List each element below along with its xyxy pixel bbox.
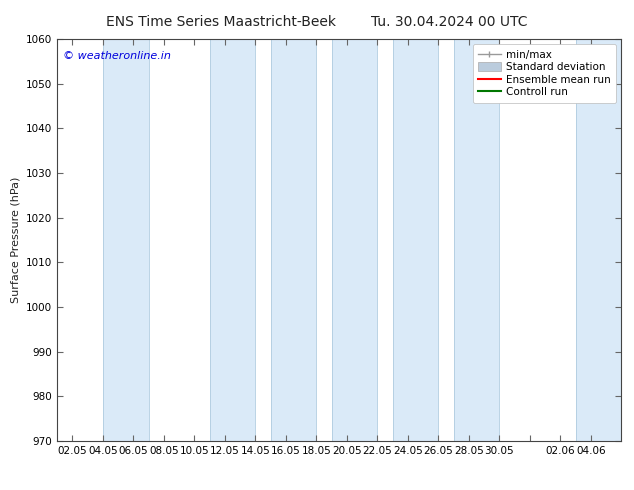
Bar: [576, 39, 621, 441]
Bar: [453, 39, 500, 441]
Text: ENS Time Series Maastricht-Beek        Tu. 30.04.2024 00 UTC: ENS Time Series Maastricht-Beek Tu. 30.0…: [107, 15, 527, 29]
Legend: min/max, Standard deviation, Ensemble mean run, Controll run: min/max, Standard deviation, Ensemble me…: [473, 45, 616, 102]
Bar: [332, 39, 377, 441]
Bar: [392, 39, 438, 441]
Bar: [271, 39, 316, 441]
Bar: [103, 39, 148, 441]
Y-axis label: Surface Pressure (hPa): Surface Pressure (hPa): [10, 177, 20, 303]
Text: © weatheronline.in: © weatheronline.in: [63, 51, 171, 61]
Bar: [210, 39, 256, 441]
